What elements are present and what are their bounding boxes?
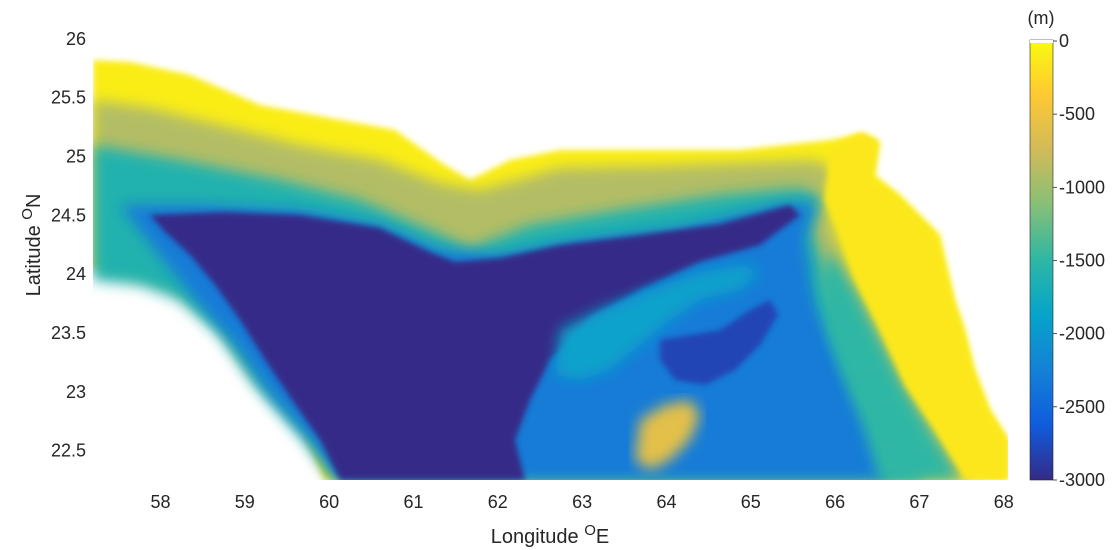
indus-shelf-region	[825, 132, 1008, 480]
x-tick-label: 61	[403, 492, 423, 512]
colorbar-tick-label: -2000	[1059, 324, 1105, 344]
x-tick-label: 65	[741, 492, 761, 512]
colorbar-tick-label: -2500	[1059, 397, 1105, 417]
y-tick-label: 26	[66, 29, 86, 49]
murray-ridge-region	[555, 265, 760, 380]
colorbar: (m) 0 -500 -1000 -1500 -2000 -2500 -3000	[1028, 8, 1106, 490]
colorbar-gradient	[1029, 39, 1054, 481]
colorbar-tick-label: -1000	[1059, 177, 1105, 197]
colorbar-tick-label: -1500	[1059, 251, 1105, 271]
colorbar-tick-label: -3000	[1059, 470, 1105, 490]
y-tick-label: 23.5	[51, 323, 86, 343]
x-tick-label: 63	[572, 492, 592, 512]
x-tick-label: 62	[488, 492, 508, 512]
x-axis-label: Longitude OE	[491, 522, 609, 548]
x-tick-label: 60	[319, 492, 339, 512]
y-tick-label: 23	[66, 382, 86, 402]
y-tick-label: 25.5	[51, 88, 86, 108]
x-tick-label: 68	[994, 492, 1014, 512]
x-tick-label: 67	[909, 492, 929, 512]
x-tick-label: 64	[656, 492, 676, 512]
y-axis-label: Latitude ON	[19, 194, 45, 297]
colorbar-tick-label: 0	[1059, 31, 1069, 51]
y-axis: 26 25.5 25 24.5 24 23.5 23 22.5	[51, 29, 86, 461]
indus-fan-slope-region	[820, 250, 960, 480]
y-tick-label: 24	[66, 264, 86, 284]
x-tick-label: 59	[235, 492, 255, 512]
x-tick-label: 66	[825, 492, 845, 512]
depth-layers	[93, 60, 1008, 480]
colorbar-tick-label: -500	[1059, 104, 1095, 124]
y-tick-label: 25	[66, 147, 86, 167]
colorbar-ticks: 0 -500 -1000 -1500 -2000 -2500 -3000	[1053, 31, 1105, 490]
abyssal-plain-region	[150, 205, 800, 480]
eastern-basin-region	[660, 300, 778, 385]
ridge-crest-region	[635, 400, 700, 470]
x-tick-label: 58	[150, 492, 170, 512]
y-tick-label: 24.5	[51, 205, 86, 225]
colorbar-unit-label: (m)	[1028, 8, 1055, 28]
colorbar-land-band	[1030, 40, 1053, 43]
y-tick-label: 22.5	[51, 441, 86, 461]
x-axis: 58 59 60 61 62 63 64 65 66 67 68	[150, 492, 1013, 512]
